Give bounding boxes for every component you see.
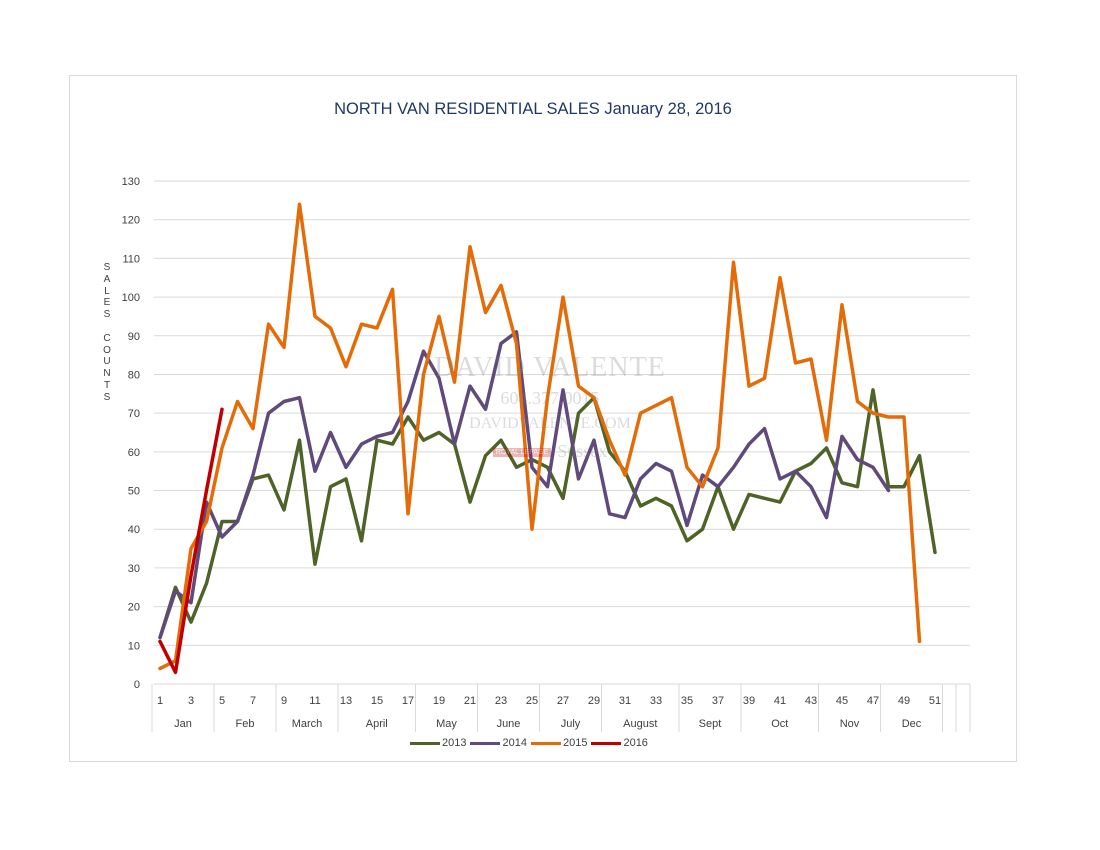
y-axis-label-letter: S bbox=[103, 309, 111, 321]
chart-frame bbox=[69, 75, 1017, 762]
x-tick-label: 35 bbox=[681, 695, 693, 707]
x-tick-label: 25 bbox=[526, 695, 538, 707]
y-tick-label: 130 bbox=[122, 176, 140, 188]
y-axis-label-letter: T bbox=[103, 379, 111, 391]
y-tick-label: 0 bbox=[134, 679, 140, 691]
x-tick-label: 5 bbox=[219, 695, 225, 707]
month-label: July bbox=[561, 718, 581, 730]
month-label: Nov bbox=[840, 718, 860, 730]
legend-label: 2014 bbox=[502, 737, 527, 749]
month-label: June bbox=[497, 718, 521, 730]
x-tick-label: 11 bbox=[309, 695, 320, 707]
month-label: May bbox=[436, 718, 457, 730]
series-line-2014 bbox=[158, 330, 891, 640]
x-tick-label: 21 bbox=[464, 695, 476, 707]
x-tick-label: 39 bbox=[743, 695, 755, 707]
x-tick-label: 19 bbox=[433, 695, 445, 707]
y-tick-label: 50 bbox=[128, 486, 140, 498]
series-line-2013 bbox=[158, 388, 937, 640]
x-tick-label: 13 bbox=[340, 695, 352, 707]
month-label: Oct bbox=[771, 718, 788, 730]
y-tick-label: 60 bbox=[128, 447, 140, 459]
x-tick-label: 49 bbox=[898, 695, 910, 707]
y-tick-label: 40 bbox=[128, 524, 140, 536]
chart-title: NORTH VAN RESIDENTIAL SALES January 28, … bbox=[334, 100, 732, 118]
y-tick-label: 30 bbox=[128, 563, 140, 575]
x-tick-label: 33 bbox=[650, 695, 662, 707]
y-axis-label-letter: N bbox=[103, 368, 111, 380]
x-tick-label: 17 bbox=[402, 695, 414, 707]
x-tick-label: 3 bbox=[188, 695, 194, 707]
x-tick-label: 15 bbox=[371, 695, 383, 707]
month-label: Sept bbox=[699, 718, 722, 730]
legend-label: 2016 bbox=[623, 737, 648, 749]
x-tick-label: 37 bbox=[712, 695, 724, 707]
legend-swatch bbox=[530, 741, 561, 745]
month-label: April bbox=[366, 718, 388, 730]
x-tick-label: 47 bbox=[867, 695, 879, 707]
y-axis-label-letter: U bbox=[103, 356, 111, 368]
x-tick-label: 23 bbox=[495, 695, 507, 707]
month-label: March bbox=[292, 718, 323, 730]
y-tick-label: 90 bbox=[128, 331, 140, 343]
x-tick-label: 27 bbox=[557, 695, 569, 707]
legend-item-2014: 2014 bbox=[470, 737, 527, 749]
x-tick-label: 31 bbox=[619, 695, 631, 707]
legend-swatch bbox=[410, 741, 440, 745]
y-tick-label: 10 bbox=[128, 640, 140, 652]
y-axis-label-letter: O bbox=[103, 344, 111, 356]
y-axis-label-letter: S bbox=[103, 391, 111, 403]
series-line-2015 bbox=[158, 202, 922, 671]
y-axis-label-letter: C bbox=[103, 332, 111, 344]
series-line-2016 bbox=[158, 407, 224, 675]
x-tick-label: 1 bbox=[157, 695, 163, 707]
month-label: Dec bbox=[902, 718, 922, 730]
month-label: Feb bbox=[236, 718, 255, 730]
legend-swatch bbox=[470, 741, 501, 745]
legend-item-2013: 2013 bbox=[410, 737, 466, 749]
legend-label: 2013 bbox=[442, 737, 467, 749]
y-tick-label: 100 bbox=[122, 292, 140, 304]
legend-item-2015: 2015 bbox=[530, 737, 588, 749]
y-axis-label-letter: L bbox=[104, 285, 110, 297]
y-tick-label: 20 bbox=[128, 602, 140, 614]
chart-legend: 2013 2014 2015 2016 bbox=[410, 736, 652, 750]
y-axis-label-letter: E bbox=[103, 297, 111, 309]
x-tick-label: 45 bbox=[836, 695, 848, 707]
y-tick-label: 120 bbox=[122, 215, 140, 227]
legend-label: 2015 bbox=[562, 737, 588, 749]
y-tick-label: 70 bbox=[128, 408, 140, 420]
y-axis-label-letter: S bbox=[103, 262, 111, 273]
month-label: Jan bbox=[174, 718, 192, 730]
month-label: August bbox=[623, 718, 657, 730]
y-tick-label: 110 bbox=[122, 253, 140, 265]
x-tick-label: 29 bbox=[588, 695, 600, 707]
x-tick-label: 51 bbox=[929, 695, 941, 707]
x-tick-label: 9 bbox=[281, 695, 287, 707]
legend-item-2016: 2016 bbox=[591, 737, 648, 749]
x-tick-label: 41 bbox=[774, 695, 786, 707]
x-tick-label: 43 bbox=[805, 695, 817, 707]
y-tick-label: 80 bbox=[128, 369, 140, 381]
y-axis-label-letter: A bbox=[103, 273, 111, 285]
legend-swatch bbox=[591, 741, 622, 745]
x-tick-label: 7 bbox=[250, 695, 256, 707]
